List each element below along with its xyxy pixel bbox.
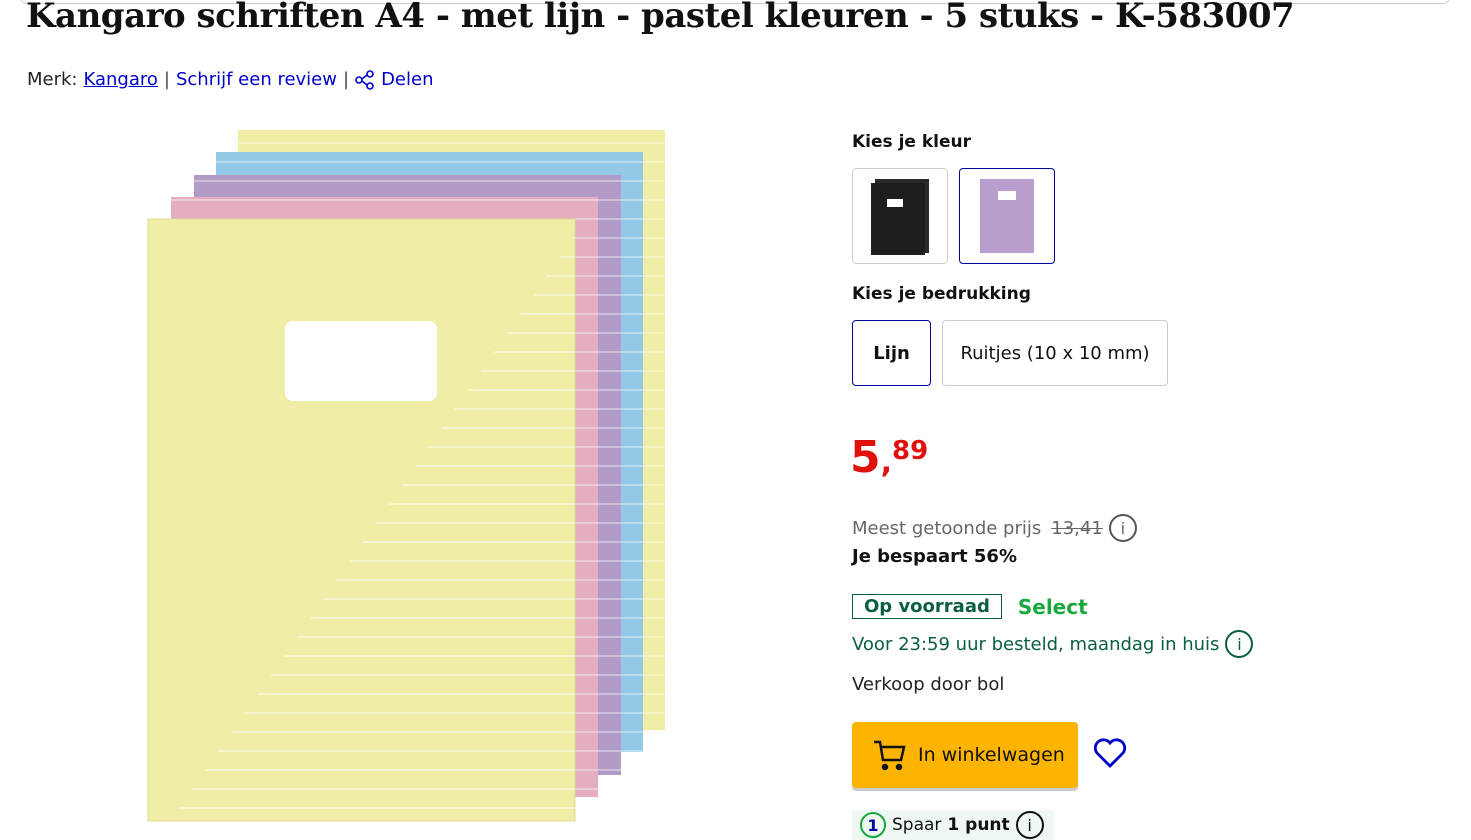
- select-badge[interactable]: Select: [1017, 594, 1088, 619]
- stock-row: Op voorraad Select: [852, 594, 1088, 619]
- info-icon[interactable]: i: [1225, 630, 1254, 658]
- color-label: Kies je kleur: [852, 132, 971, 152]
- reference-price-row: Meest getoonde prijs 13,41 i: [852, 514, 1137, 542]
- brand-link[interactable]: Kangaro: [83, 69, 158, 90]
- share-link[interactable]: Delen: [381, 69, 434, 90]
- write-review-link[interactable]: Schrijf een review: [175, 69, 337, 90]
- product-image[interactable]: [140, 125, 680, 831]
- price: 5,89: [850, 432, 928, 483]
- print-option-lijn[interactable]: Lijn: [852, 320, 931, 386]
- info-icon[interactable]: i: [1015, 811, 1044, 839]
- pastel-notebook-thumbnail: [980, 179, 1034, 253]
- info-icon[interactable]: i: [1108, 514, 1137, 542]
- divider: |: [342, 69, 350, 90]
- points-icon: 1: [860, 812, 886, 838]
- divider: |: [163, 69, 170, 90]
- loyalty-points: 1 Spaar 1 punt i: [852, 810, 1054, 840]
- delivery-text: Voor 23:59 uur besteld, maandag in huis: [852, 633, 1220, 655]
- add-to-cart-button[interactable]: In winkelwagen: [852, 722, 1078, 788]
- print-label: Kies je bedrukking: [852, 284, 1031, 304]
- price-main: 5: [850, 432, 881, 483]
- delivery-row: Voor 23:59 uur besteld, maandag in huis …: [852, 630, 1254, 658]
- color-option-black[interactable]: [852, 168, 948, 264]
- savings: Je bespaart 56%: [852, 546, 1017, 567]
- seller: Verkoop door bol: [852, 674, 1005, 695]
- reference-price-label: Meest getoonde prijs: [852, 517, 1042, 539]
- stock-badge: Op voorraad: [852, 594, 1002, 619]
- product-title: Kangaro schriften A4 - met lijn - pastel…: [26, 0, 1295, 36]
- cart-icon: [874, 740, 906, 771]
- share-icon[interactable]: [355, 69, 375, 90]
- price-cents: 89: [892, 436, 929, 466]
- product-meta: Merk: Kangaro | Schrijf een review | Del…: [27, 69, 433, 90]
- brand-label: Merk:: [27, 69, 78, 90]
- color-option-pastel[interactable]: [959, 168, 1055, 264]
- reference-price: 13,41: [1051, 517, 1103, 539]
- print-option-ruitjes[interactable]: Ruitjes (10 x 10 mm): [942, 320, 1168, 386]
- points-amount: 1 punt: [947, 815, 1010, 835]
- points-prefix: Spaar: [892, 815, 942, 835]
- wishlist-heart-icon[interactable]: [1092, 736, 1128, 770]
- price-comma: ,: [880, 445, 893, 480]
- black-notebook-thumbnail: [871, 179, 929, 255]
- add-to-cart-label: In winkelwagen: [918, 744, 1065, 766]
